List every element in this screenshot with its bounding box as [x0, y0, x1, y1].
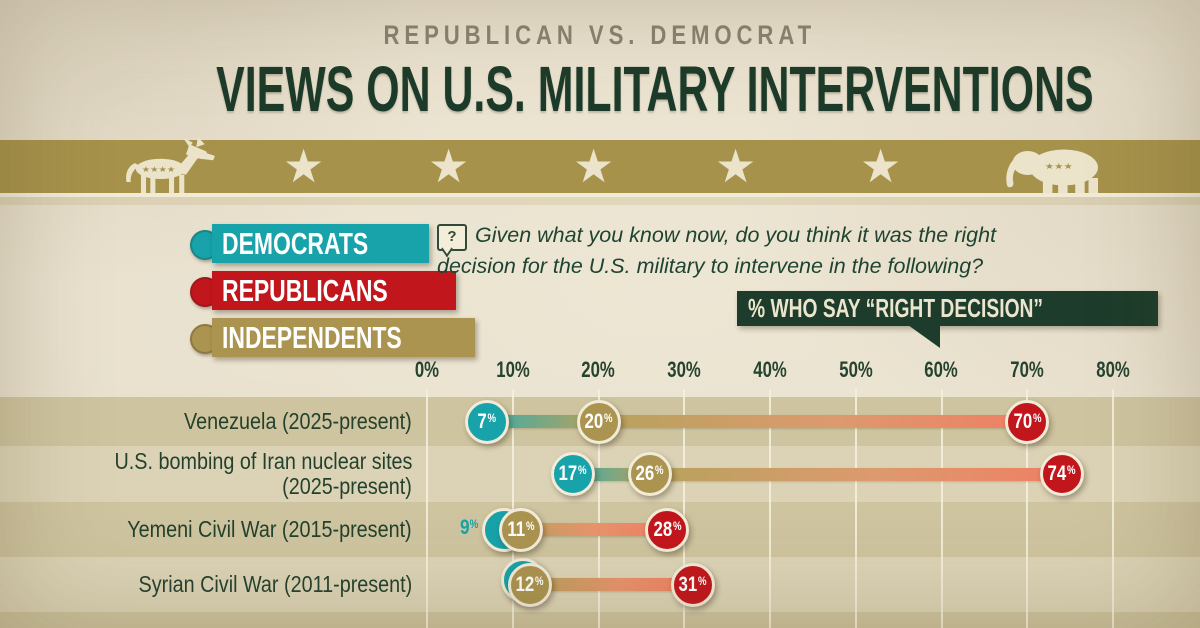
axis-tick-label: 30%	[639, 357, 729, 383]
row-label-text: U.S. bombing of Iran nuclear sites	[114, 448, 412, 474]
legend-label-independents: INDEPENDENTS	[222, 320, 402, 355]
axis-tick-label: 10%	[468, 357, 558, 383]
axis-tick-label: 0%	[382, 357, 472, 383]
svg-text:★★★★: ★★★★	[142, 165, 176, 174]
marker-independents: 20%	[576, 399, 621, 444]
marker-value-independents: 26%	[635, 462, 664, 485]
marker-democrats: 17%	[550, 452, 595, 496]
star-icon: ★	[283, 140, 325, 192]
gridline	[597, 389, 600, 628]
star-icon: ★	[428, 140, 470, 192]
gridline	[1026, 389, 1029, 628]
marker-republicans: 74%	[1039, 452, 1084, 496]
marker-republicans: 28%	[645, 507, 690, 552]
star-icon: ★	[573, 140, 615, 192]
subtitle: REPUBLICAN VS. DEMOCRAT	[0, 20, 1200, 51]
callout-tail	[908, 325, 940, 348]
marker-value-republicans: 31%	[678, 572, 707, 596]
marker-republicans: 70%	[1005, 399, 1050, 444]
party-banner: ★★★★ ★ ★ ★ ★ ★ ★★★	[0, 137, 1200, 196]
page-title: VIEWS ON U.S. MILITARY INTERVENTIONS	[0, 52, 1200, 126]
axis-tick-text: 0%	[414, 357, 440, 382]
marker-value-democrats: 17%	[558, 462, 587, 485]
legend-item-independents: INDEPENDENTS	[212, 318, 475, 357]
axis-tick-label: 80%	[1068, 357, 1158, 383]
gridline	[769, 389, 771, 628]
value-label-democrats: 9%	[459, 515, 479, 539]
row-label-text: (2025-present)	[282, 472, 412, 499]
marker-republicans: 31%	[670, 562, 715, 607]
axis-tick-text: 30%	[667, 357, 701, 382]
star-icon: ★	[715, 140, 757, 192]
gridline	[426, 389, 428, 628]
row-label: Syrian Civil War (2011-present)	[0, 572, 412, 597]
axis-tick-text: 60%	[924, 357, 959, 382]
right-decision-callout: % WHO SAY “RIGHT DECISION”	[737, 291, 1158, 326]
axis-tick-label: 20%	[554, 357, 644, 383]
axis-tick-text: 70%	[1010, 357, 1044, 382]
page-title-text: VIEWS ON U.S. MILITARY INTERVENTIONS	[216, 53, 1094, 125]
row-label: Venezuela (2025-present)	[0, 409, 412, 434]
gridline	[854, 389, 857, 628]
right-decision-callout-text: % WHO SAY “RIGHT DECISION”	[748, 293, 1044, 323]
axis-tick-text: 10%	[496, 357, 530, 382]
marker-independents: 11%	[499, 507, 544, 552]
row-label: Yemeni Civil War (2015-present)	[0, 517, 412, 542]
star-icon: ★	[860, 140, 902, 192]
row-label-text: Yemeni Civil War (2015-present)	[127, 515, 412, 542]
axis-tick-text: 40%	[753, 357, 787, 382]
range-bar	[572, 467, 1062, 481]
question-icon: ?	[437, 224, 467, 251]
axis-tick-text: 80%	[1096, 357, 1130, 382]
marker-value-republicans: 28%	[653, 517, 682, 541]
legend-item-democrats: DEMOCRATS	[212, 224, 430, 263]
gridline	[1112, 389, 1114, 628]
range-bar	[529, 578, 693, 591]
banner-shadow	[0, 197, 1200, 205]
row-label-text: Venezuela (2025-present)	[184, 407, 412, 434]
row-label-text: Syrian Civil War (2011-present)	[138, 570, 412, 597]
banner-divider	[0, 193, 1200, 197]
gridline	[683, 389, 686, 628]
marker-independents: 26%	[627, 452, 672, 496]
marker-value-republicans: 70%	[1013, 409, 1042, 433]
axis-tick-label: 60%	[897, 357, 987, 383]
marker-value-independents: 12%	[515, 572, 544, 596]
axis-tick-label: 70%	[982, 357, 1072, 383]
marker-democrats: 7%	[465, 399, 510, 444]
axis-tick-text: 20%	[581, 357, 616, 382]
gridline	[940, 389, 943, 628]
axis-tick-label: 40%	[725, 357, 815, 383]
marker-value-independents: 20%	[584, 409, 613, 433]
elephant-icon: ★★★	[1006, 149, 1098, 196]
survey-question: Given what you know now, do you think it…	[437, 223, 997, 279]
range-bar	[487, 415, 1028, 428]
axis-tick-text: 50%	[839, 357, 873, 382]
marker-value-democrats: 7%	[477, 409, 497, 433]
marker-value-independents: 11%	[507, 517, 535, 541]
svg-text:★★★: ★★★	[1045, 162, 1073, 172]
marker-value-republicans: 74%	[1047, 462, 1076, 485]
axis-tick-label: 50%	[811, 357, 901, 383]
legend-label-democrats: DEMOCRATS	[222, 226, 369, 261]
range-bar	[504, 523, 668, 536]
marker-independents: 12%	[507, 562, 552, 607]
row-band	[0, 612, 1200, 628]
subtitle-text: REPUBLICAN VS. DEMOCRAT	[383, 20, 817, 50]
legend-label-republicans: REPUBLICANS	[222, 273, 388, 308]
row-label: U.S. bombing of Iran nuclear sites (2025-…	[0, 449, 412, 498]
donkey-icon: ★★★★	[126, 137, 215, 195]
legend-item-republicans: REPUBLICANS	[212, 271, 456, 310]
